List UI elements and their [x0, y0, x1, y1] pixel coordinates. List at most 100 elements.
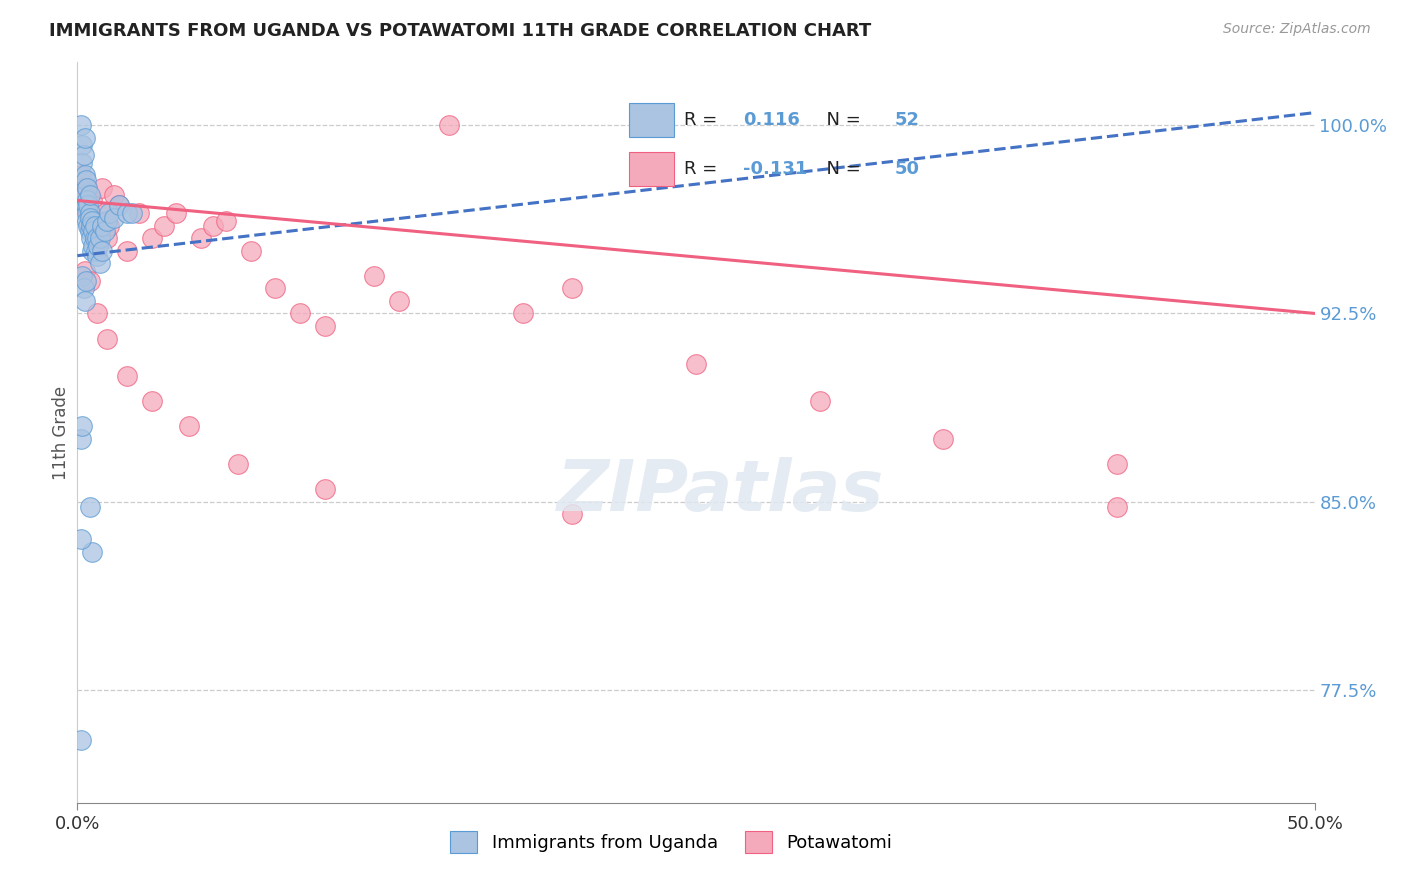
Point — [79, 500, 101, 514]
Text: R =: R = — [685, 111, 723, 128]
Point — [177, 419, 200, 434]
Point — [561, 507, 583, 521]
Point — [80, 231, 103, 245]
Point — [98, 219, 121, 233]
Point — [72, 194, 94, 208]
Point — [87, 238, 110, 252]
Point — [76, 181, 98, 195]
Point — [86, 231, 108, 245]
Point — [72, 181, 94, 195]
Text: N =: N = — [815, 160, 866, 178]
Point — [70, 169, 93, 183]
Text: 0.116: 0.116 — [742, 111, 800, 128]
Point — [79, 224, 101, 238]
Point — [96, 231, 118, 245]
Point — [437, 118, 460, 132]
Point — [82, 244, 104, 258]
Point — [70, 733, 93, 747]
Point — [86, 213, 108, 227]
Point — [76, 181, 98, 195]
Point — [75, 274, 97, 288]
Point — [72, 156, 94, 170]
Point — [70, 118, 93, 132]
Text: IMMIGRANTS FROM UGANDA VS POTAWATOMI 11TH GRADE CORRELATION CHART: IMMIGRANTS FROM UGANDA VS POTAWATOMI 11T… — [49, 22, 872, 40]
Point — [108, 198, 131, 212]
Point — [77, 206, 100, 220]
Legend: Immigrants from Uganda, Potawatomi: Immigrants from Uganda, Potawatomi — [443, 824, 900, 861]
Point — [79, 188, 101, 202]
Point — [190, 231, 212, 245]
Point — [141, 231, 163, 245]
Point — [91, 244, 114, 258]
Point — [388, 293, 411, 308]
Point — [103, 188, 125, 202]
Point — [70, 533, 93, 547]
Point — [128, 206, 150, 220]
Point — [84, 244, 107, 258]
Text: Source: ZipAtlas.com: Source: ZipAtlas.com — [1223, 22, 1371, 37]
Point — [115, 369, 138, 384]
Text: ZIPatlas: ZIPatlas — [557, 458, 884, 526]
Point — [75, 173, 97, 187]
Point — [561, 281, 583, 295]
Point — [89, 256, 111, 270]
Point — [72, 148, 94, 162]
Point — [1105, 500, 1128, 514]
Point — [314, 482, 336, 496]
Point — [808, 394, 831, 409]
Point — [512, 306, 534, 320]
Point — [91, 219, 114, 233]
Point — [98, 206, 121, 220]
Text: 52: 52 — [894, 111, 920, 128]
Point — [115, 244, 138, 258]
Point — [165, 206, 187, 220]
Point — [89, 224, 111, 238]
Point — [685, 357, 707, 371]
Point — [83, 231, 105, 245]
Y-axis label: 11th Grade: 11th Grade — [52, 385, 70, 480]
Point — [73, 188, 96, 202]
Point — [215, 213, 238, 227]
Point — [96, 331, 118, 345]
Point — [103, 211, 125, 225]
Point — [1105, 457, 1128, 471]
Text: 50: 50 — [894, 160, 920, 178]
Point — [226, 457, 249, 471]
Text: R =: R = — [685, 160, 723, 178]
Point — [83, 219, 105, 233]
Point — [79, 211, 101, 225]
Point — [73, 188, 96, 202]
Point — [79, 219, 101, 233]
Text: N =: N = — [815, 111, 866, 128]
Point — [93, 206, 115, 220]
Bar — [628, 103, 673, 136]
Point — [82, 224, 104, 238]
Point — [79, 274, 101, 288]
Point — [73, 264, 96, 278]
Point — [70, 432, 93, 446]
Point — [82, 213, 104, 227]
Point — [121, 206, 143, 220]
Point — [86, 306, 108, 320]
Point — [314, 318, 336, 333]
Point — [91, 181, 114, 195]
Point — [153, 219, 176, 233]
Point — [76, 206, 98, 220]
Point — [79, 206, 101, 220]
Bar — [628, 153, 673, 186]
Point — [202, 219, 225, 233]
Point — [72, 138, 94, 153]
Point — [89, 231, 111, 245]
Point — [363, 268, 385, 283]
Point — [77, 198, 100, 212]
Point — [73, 293, 96, 308]
Point — [264, 281, 287, 295]
Point — [72, 268, 94, 283]
Point — [239, 244, 262, 258]
Point — [82, 238, 104, 252]
Point — [93, 224, 115, 238]
Point — [141, 394, 163, 409]
Point — [96, 213, 118, 227]
Point — [77, 219, 100, 233]
Point — [932, 432, 955, 446]
